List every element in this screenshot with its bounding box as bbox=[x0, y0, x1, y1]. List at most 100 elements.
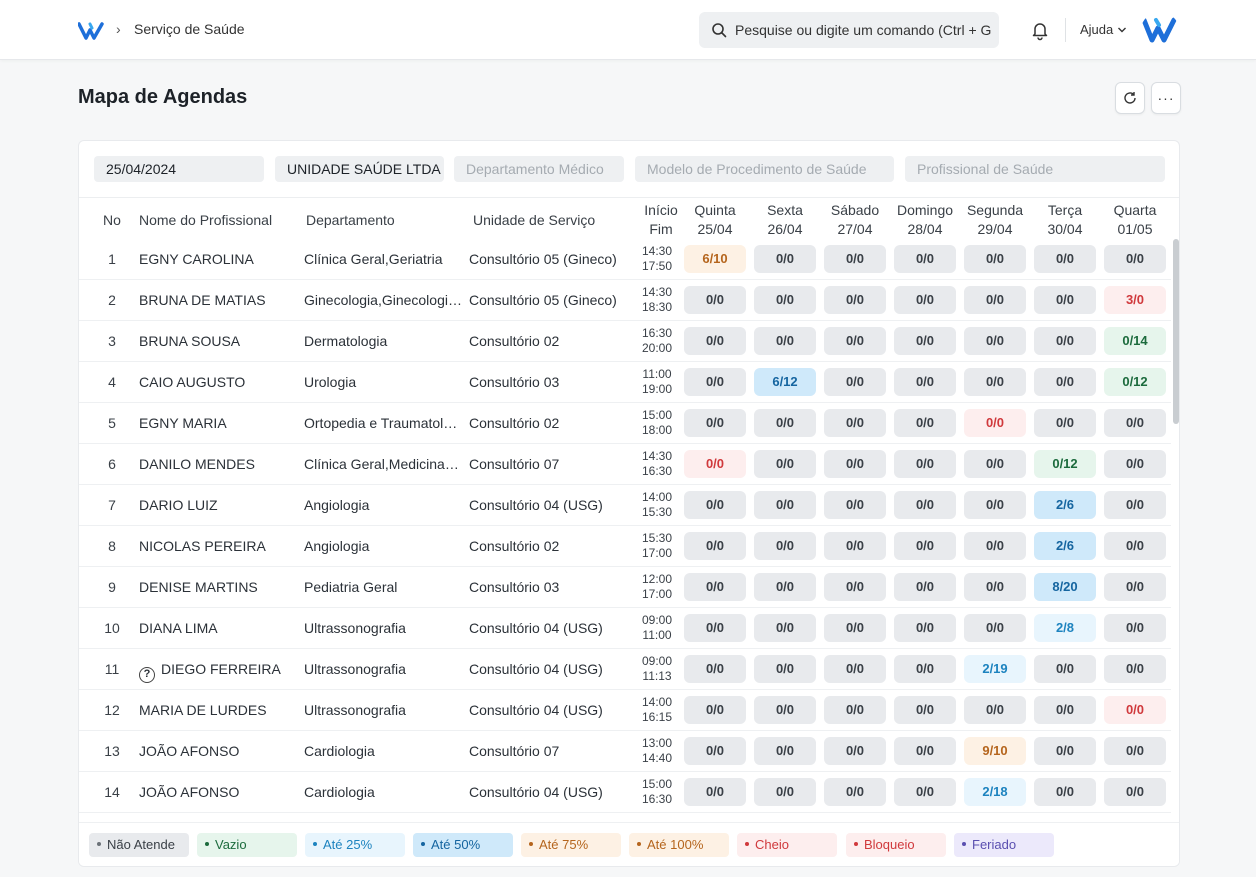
col-header-date[interactable]: 01/05 bbox=[1117, 221, 1153, 237]
schedule-slot[interactable]: 0/0 bbox=[1104, 737, 1166, 765]
schedule-slot[interactable]: 0/0 bbox=[684, 573, 746, 601]
table-row[interactable]: 14 JOÃO AFONSO Cardiologia Consultório 04 (… bbox=[79, 772, 1171, 813]
schedule-slot[interactable]: 0/0 bbox=[894, 327, 956, 355]
schedule-slot[interactable]: 0/0 bbox=[894, 778, 956, 806]
scrollbar-thumb[interactable] bbox=[1173, 239, 1179, 424]
schedule-slot[interactable]: 0/0 bbox=[824, 532, 886, 560]
col-header-weekday[interactable]: Domingo bbox=[896, 202, 954, 218]
schedule-slot[interactable]: 0/0 bbox=[894, 368, 956, 396]
col-header-name[interactable]: Nome do Profissional bbox=[139, 212, 273, 228]
schedule-slot[interactable]: 0/0 bbox=[824, 573, 886, 601]
schedule-slot[interactable]: 0/0 bbox=[1034, 737, 1096, 765]
col-header-weekday[interactable]: Segunda bbox=[966, 202, 1024, 218]
schedule-slot[interactable]: 0/0 bbox=[824, 286, 886, 314]
col-header-weekday[interactable]: Quarta bbox=[1113, 202, 1157, 218]
col-header-date[interactable]: 29/04 bbox=[977, 221, 1013, 237]
schedule-slot[interactable]: 0/0 bbox=[754, 327, 816, 355]
refresh-button[interactable] bbox=[1115, 82, 1145, 114]
schedule-slot[interactable]: 0/0 bbox=[894, 245, 956, 273]
col-header-weekday[interactable]: Sábado bbox=[830, 202, 880, 218]
unit-filter[interactable]: UNIDADE SAÚDE LTDA bbox=[275, 156, 444, 182]
table-row[interactable]: 5 EGNY MARIA Ortopedia e Traumatologia Cons… bbox=[79, 403, 1171, 444]
schedule-slot[interactable]: 0/0 bbox=[1104, 573, 1166, 601]
schedule-slot[interactable]: 0/0 bbox=[824, 778, 886, 806]
schedule-slot[interactable]: 0/0 bbox=[1104, 778, 1166, 806]
schedule-slot[interactable]: 0/0 bbox=[1034, 696, 1096, 724]
col-header-weekday[interactable]: Terça bbox=[1047, 202, 1083, 218]
schedule-slot[interactable]: 0/0 bbox=[754, 573, 816, 601]
schedule-slot[interactable]: 0/0 bbox=[1034, 286, 1096, 314]
search-box[interactable] bbox=[699, 12, 999, 48]
schedule-slot[interactable]: 0/0 bbox=[684, 696, 746, 724]
help-menu[interactable]: Ajuda bbox=[1080, 22, 1127, 37]
schedule-slot[interactable]: 0/0 bbox=[1034, 655, 1096, 683]
schedule-slot[interactable]: 0/0 bbox=[684, 491, 746, 519]
schedule-slot[interactable]: 0/0 bbox=[964, 696, 1026, 724]
table-row[interactable]: 4 CAIO AUGUSTO Urologia Consultório 03 11:00… bbox=[79, 362, 1171, 403]
col-header-date[interactable]: 28/04 bbox=[907, 221, 943, 237]
schedule-slot[interactable]: 0/0 bbox=[824, 368, 886, 396]
schedule-slot[interactable]: 0/0 bbox=[964, 245, 1026, 273]
schedule-slot[interactable]: 0/0 bbox=[684, 614, 746, 642]
table-row[interactable]: 1 EGNY CAROLINA Clínica Geral,Geriatria Con… bbox=[79, 239, 1171, 280]
schedule-slot[interactable]: 0/0 bbox=[894, 737, 956, 765]
schedule-slot[interactable]: 0/0 bbox=[964, 368, 1026, 396]
schedule-slot[interactable]: 0/0 bbox=[824, 737, 886, 765]
schedule-slot[interactable]: 2/19 bbox=[964, 655, 1026, 683]
question-circle-icon[interactable]: ? bbox=[139, 667, 155, 683]
schedule-slot[interactable]: 0/0 bbox=[684, 737, 746, 765]
more-options-button[interactable]: ··· bbox=[1151, 82, 1181, 114]
schedule-slot[interactable]: 0/0 bbox=[824, 409, 886, 437]
schedule-slot[interactable]: 0/0 bbox=[894, 655, 956, 683]
col-header-unit[interactable]: Unidade de Serviço bbox=[473, 212, 596, 228]
schedule-slot[interactable]: 0/0 bbox=[1034, 368, 1096, 396]
schedule-slot[interactable]: 0/0 bbox=[894, 286, 956, 314]
schedule-slot[interactable]: 9/10 bbox=[964, 737, 1026, 765]
col-header-weekday[interactable]: Quinta bbox=[694, 202, 736, 218]
schedule-slot[interactable]: 0/0 bbox=[754, 532, 816, 560]
col-header-no[interactable]: No bbox=[103, 212, 121, 228]
schedule-slot[interactable]: 0/0 bbox=[894, 409, 956, 437]
schedule-slot[interactable]: 0/0 bbox=[684, 778, 746, 806]
schedule-slot[interactable]: 6/12 bbox=[754, 368, 816, 396]
schedule-slot[interactable]: 0/0 bbox=[684, 368, 746, 396]
schedule-slot[interactable]: 0/0 bbox=[754, 737, 816, 765]
bell-icon[interactable] bbox=[1029, 19, 1051, 41]
schedule-slot[interactable]: 0/0 bbox=[1104, 696, 1166, 724]
schedule-slot[interactable]: 0/0 bbox=[894, 450, 956, 478]
schedule-slot[interactable]: 0/0 bbox=[1104, 655, 1166, 683]
schedule-slot[interactable]: 3/0 bbox=[1104, 286, 1166, 314]
col-header-date[interactable]: 30/04 bbox=[1047, 221, 1083, 237]
col-header-date[interactable]: 27/04 bbox=[837, 221, 873, 237]
schedule-slot[interactable]: 0/0 bbox=[964, 614, 1026, 642]
schedule-slot[interactable]: 0/12 bbox=[1034, 450, 1096, 478]
col-header-department[interactable]: Departamento bbox=[306, 212, 395, 228]
schedule-slot[interactable]: 0/0 bbox=[1034, 778, 1096, 806]
breadcrumb[interactable]: Serviço de Saúde bbox=[134, 21, 245, 37]
schedule-slot[interactable]: 0/0 bbox=[824, 614, 886, 642]
professional-filter[interactable]: Profissional de Saúde bbox=[905, 156, 1165, 182]
schedule-slot[interactable]: 0/0 bbox=[894, 696, 956, 724]
schedule-slot[interactable]: 0/0 bbox=[894, 532, 956, 560]
schedule-slot[interactable]: 0/0 bbox=[894, 573, 956, 601]
col-header-start[interactable]: Início bbox=[644, 202, 678, 218]
col-header-date[interactable]: 25/04 bbox=[697, 221, 733, 237]
date-filter[interactable]: 25/04/2024 bbox=[94, 156, 264, 182]
vertical-scrollbar[interactable] bbox=[1173, 239, 1179, 821]
schedule-slot[interactable]: 2/6 bbox=[1034, 491, 1096, 519]
schedule-slot[interactable]: 0/0 bbox=[684, 286, 746, 314]
schedule-slot[interactable]: 0/0 bbox=[754, 286, 816, 314]
schedule-slot[interactable]: 0/0 bbox=[684, 409, 746, 437]
col-header-weekday[interactable]: Sexta bbox=[767, 202, 803, 218]
table-row[interactable]: 2 BRUNA DE MATIAS Ginecologia,Ginecologia … bbox=[79, 280, 1171, 321]
schedule-slot[interactable]: 0/0 bbox=[684, 450, 746, 478]
schedule-slot[interactable]: 0/0 bbox=[894, 614, 956, 642]
search-input[interactable] bbox=[735, 22, 995, 38]
schedule-slot[interactable]: 0/0 bbox=[824, 491, 886, 519]
table-row[interactable]: 6 DANILO MENDES Clínica Geral,Medicina do … bbox=[79, 444, 1171, 485]
schedule-slot[interactable]: 0/0 bbox=[1104, 532, 1166, 560]
procedure-model-filter[interactable]: Modelo de Procedimento de Saúde bbox=[635, 156, 894, 182]
table-row[interactable]: 9 DENISE MARTINS Pediatria Geral Consultóri… bbox=[79, 567, 1171, 608]
schedule-slot[interactable]: 0/12 bbox=[1104, 368, 1166, 396]
company-logo-icon[interactable] bbox=[78, 20, 106, 42]
